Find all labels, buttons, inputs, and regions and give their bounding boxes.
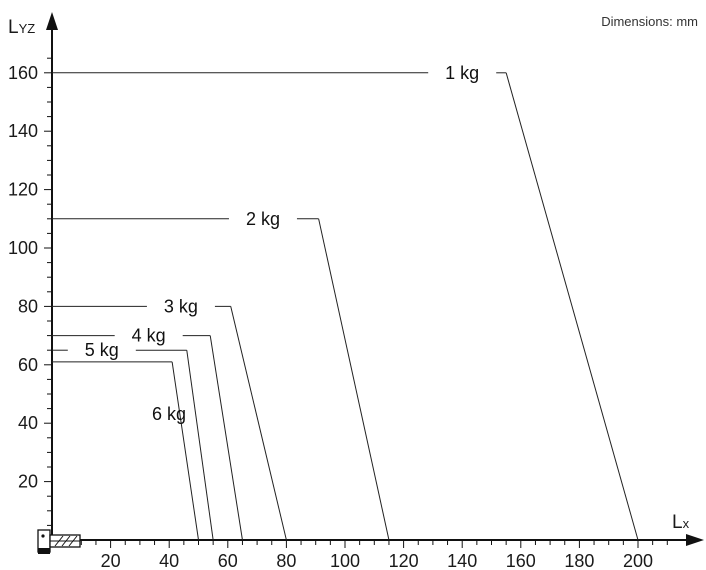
x-tick-label: 140 <box>447 551 477 570</box>
series-line-segment <box>186 350 214 541</box>
x-tick-label: 100 <box>330 551 360 570</box>
axes <box>46 12 704 546</box>
series-line-segment <box>230 306 287 541</box>
series-line-segment <box>318 218 390 541</box>
x-tick-label: 180 <box>564 551 594 570</box>
series-labels: 1 kg 2 kg 3 kg 4 kg 5 kg 6 kg <box>85 63 479 424</box>
dimensions-note: Dimensions: mm <box>601 14 698 29</box>
x-tick-label: 40 <box>159 551 179 570</box>
x-tick-label: 20 <box>101 551 121 570</box>
series-label: 5 kg <box>85 340 119 360</box>
y-tick-label: 140 <box>8 121 38 141</box>
x-tick-label: 160 <box>506 551 536 570</box>
y-tick-label: 20 <box>18 472 38 492</box>
x-tick-label: 80 <box>276 551 296 570</box>
series-label: 3 kg <box>164 296 198 316</box>
y-tick-label: 160 <box>8 63 38 83</box>
x-axis-arrow <box>686 534 704 546</box>
y-tick-label: 120 <box>8 180 38 200</box>
x-tick-label: 120 <box>389 551 419 570</box>
series-label: 6 kg <box>152 404 186 424</box>
x-tick-label: 200 <box>623 551 653 570</box>
tick-labels: 20 40 60 80 100 120 140 160 20 40 60 80 100 120 140 160… <box>8 63 653 570</box>
actuator-icon <box>37 529 81 554</box>
series-line-segment <box>505 72 639 541</box>
y-axis-arrow <box>46 12 58 30</box>
y-tick-label: 100 <box>8 238 38 258</box>
y-tick-label: 80 <box>18 296 38 316</box>
series-lines <box>52 72 639 541</box>
x-tick-label: 60 <box>218 551 238 570</box>
y-tick-label: 40 <box>18 413 38 433</box>
tick-marks <box>44 57 668 548</box>
series-label: 2 kg <box>246 209 280 229</box>
y-axis-title: LYZ <box>8 17 35 38</box>
series-label: 1 kg <box>445 63 479 83</box>
series-label: 4 kg <box>132 326 166 346</box>
y-tick-label: 60 <box>18 355 38 375</box>
x-axis-title: Lx <box>672 512 690 533</box>
series-line-segment <box>171 361 199 541</box>
series-line-segment <box>209 335 243 541</box>
